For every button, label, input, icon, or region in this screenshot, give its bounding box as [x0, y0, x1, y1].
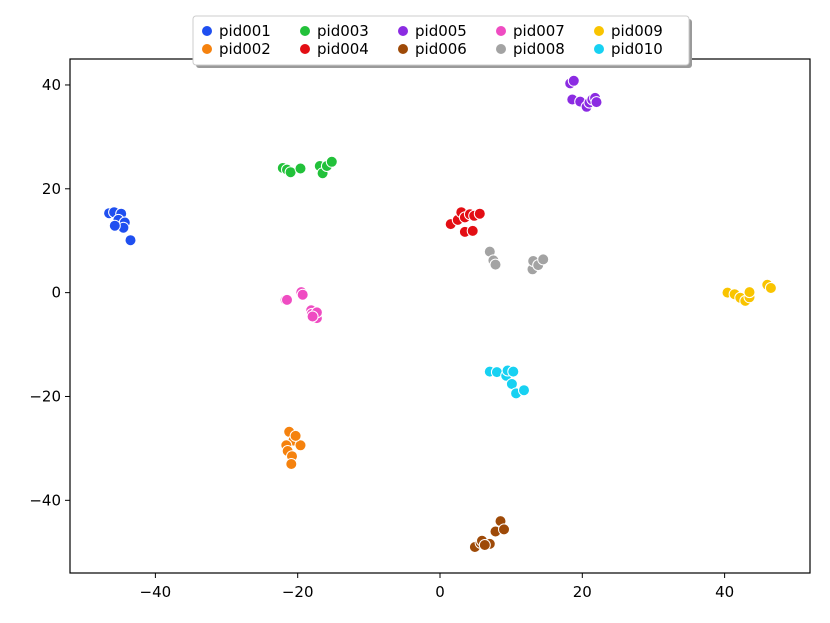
data-point: [284, 166, 297, 179]
legend-box: [192, 15, 690, 66]
data-point: [466, 224, 479, 237]
data-point: [289, 429, 302, 442]
legend-label: pid002: [219, 40, 271, 58]
legend-label: pid006: [415, 40, 467, 58]
legend-item-pid009: pid009: [594, 22, 663, 40]
y-tick-label: 40: [42, 76, 61, 94]
legend-marker: [594, 44, 604, 54]
data-point: [124, 234, 137, 247]
series-pid005: [564, 74, 603, 113]
data-point: [285, 458, 298, 470]
legend-marker: [300, 44, 310, 54]
data-point: [498, 523, 510, 536]
legend-item-pid008: pid008: [496, 40, 565, 58]
data-point: [489, 258, 502, 271]
series-pid008: [483, 245, 550, 276]
y-tick-label: −40: [29, 491, 61, 509]
points-layer: [103, 74, 777, 553]
legend-marker: [300, 26, 310, 36]
data-point: [743, 286, 756, 299]
data-point: [296, 288, 309, 301]
legend-marker: [398, 44, 408, 54]
legend-label: pid001: [219, 22, 271, 40]
legend-label: pid005: [415, 22, 467, 40]
data-point: [518, 384, 530, 397]
legend-label: pid010: [611, 40, 663, 58]
legend-label: pid004: [317, 40, 369, 58]
x-tick-label: 20: [573, 583, 592, 601]
data-point: [478, 539, 491, 551]
x-tick-label: −40: [140, 583, 172, 601]
legend-item-pid010: pid010: [594, 40, 663, 58]
data-point: [108, 219, 121, 232]
legend-label: pid008: [513, 40, 565, 58]
y-axis-ticks: −40 −20 0 20 40: [29, 76, 70, 509]
data-point: [473, 207, 486, 220]
data-point: [294, 439, 307, 452]
series-pid007: [279, 286, 323, 325]
series-pid009: [721, 278, 777, 307]
legend-item-pid004: pid004: [300, 40, 369, 58]
data-point: [294, 162, 307, 175]
legend-item-pid006: pid006: [398, 40, 467, 58]
series-pid002: [280, 425, 307, 470]
data-point: [281, 293, 293, 306]
series-pid006: [468, 515, 510, 553]
data-point: [567, 74, 580, 87]
legend-label: pid007: [513, 22, 565, 40]
legend-marker: [398, 26, 408, 36]
data-point: [306, 310, 319, 323]
x-axis-ticks: −40 −20 0 20 40: [140, 573, 734, 601]
legend-marker: [496, 44, 506, 54]
series-pid010: [483, 364, 530, 400]
y-tick-label: 0: [51, 284, 61, 302]
data-point: [764, 282, 777, 294]
x-tick-label: 0: [435, 583, 445, 601]
series-pid001: [103, 206, 137, 247]
legend-item-pid003: pid003: [300, 22, 369, 40]
plot-area: [69, 58, 811, 574]
legend-item-pid005: pid005: [398, 22, 467, 40]
legend-marker: [496, 26, 506, 36]
legend-item-pid001: pid001: [202, 22, 271, 40]
y-tick-label: −20: [29, 387, 61, 405]
data-point: [537, 253, 550, 266]
legend-marker: [202, 44, 212, 54]
data-point: [590, 96, 603, 109]
legend-marker: [202, 26, 212, 36]
legend-marker: [594, 26, 604, 36]
data-point: [507, 365, 520, 378]
x-tick-label: 40: [715, 583, 734, 601]
x-tick-label: −20: [282, 583, 314, 601]
y-tick-label: 20: [42, 180, 61, 198]
legend-item-pid002: pid002: [202, 40, 271, 58]
legend-label: pid009: [611, 22, 663, 40]
series-pid003: [276, 155, 338, 180]
series-pid004: [444, 206, 486, 238]
legend-label: pid003: [317, 22, 369, 40]
data-point: [325, 155, 338, 168]
legend-item-pid007: pid007: [496, 22, 565, 40]
